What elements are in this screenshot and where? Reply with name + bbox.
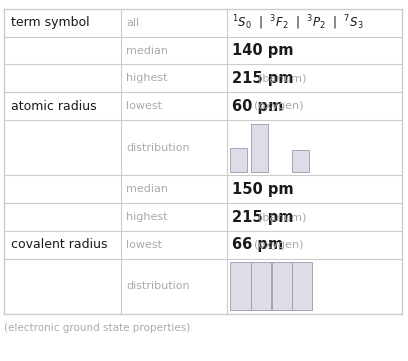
Text: (oxygen): (oxygen) <box>255 240 304 250</box>
Text: 140 pm: 140 pm <box>232 43 293 58</box>
Text: covalent radius: covalent radius <box>11 238 108 251</box>
Text: $^{1}S_{0}$  |  $^{3}F_{2}$  |  $^{3}P_{2}$  |  $^{7}S_{3}$: $^{1}S_{0}$ | $^{3}F_{2}$ | $^{3}P_{2}$ … <box>232 14 363 32</box>
Text: distribution: distribution <box>126 281 190 291</box>
Bar <box>272 262 292 310</box>
Text: all: all <box>126 18 140 28</box>
Bar <box>292 150 309 172</box>
Text: 215 pm: 215 pm <box>232 209 293 225</box>
Text: term symbol: term symbol <box>11 16 90 29</box>
Text: lowest: lowest <box>126 101 162 111</box>
Bar <box>251 123 268 172</box>
Text: atomic radius: atomic radius <box>11 100 97 113</box>
Text: highest: highest <box>126 73 168 83</box>
Text: (oxygen): (oxygen) <box>255 101 304 111</box>
Bar <box>292 262 312 310</box>
Bar <box>251 262 271 310</box>
Text: lowest: lowest <box>126 240 162 250</box>
Bar <box>230 262 251 310</box>
Text: (electronic ground state properties): (electronic ground state properties) <box>4 323 190 333</box>
Text: 215 pm: 215 pm <box>232 71 293 86</box>
Text: median: median <box>126 45 169 56</box>
Text: highest: highest <box>126 212 168 222</box>
Text: median: median <box>126 184 169 194</box>
Text: (barium): (barium) <box>258 212 307 222</box>
Text: 66 pm: 66 pm <box>232 237 283 252</box>
Bar <box>230 148 247 172</box>
Text: (barium): (barium) <box>258 73 307 83</box>
Text: 150 pm: 150 pm <box>232 182 293 197</box>
Text: distribution: distribution <box>126 143 190 153</box>
Text: 60 pm: 60 pm <box>232 99 283 114</box>
